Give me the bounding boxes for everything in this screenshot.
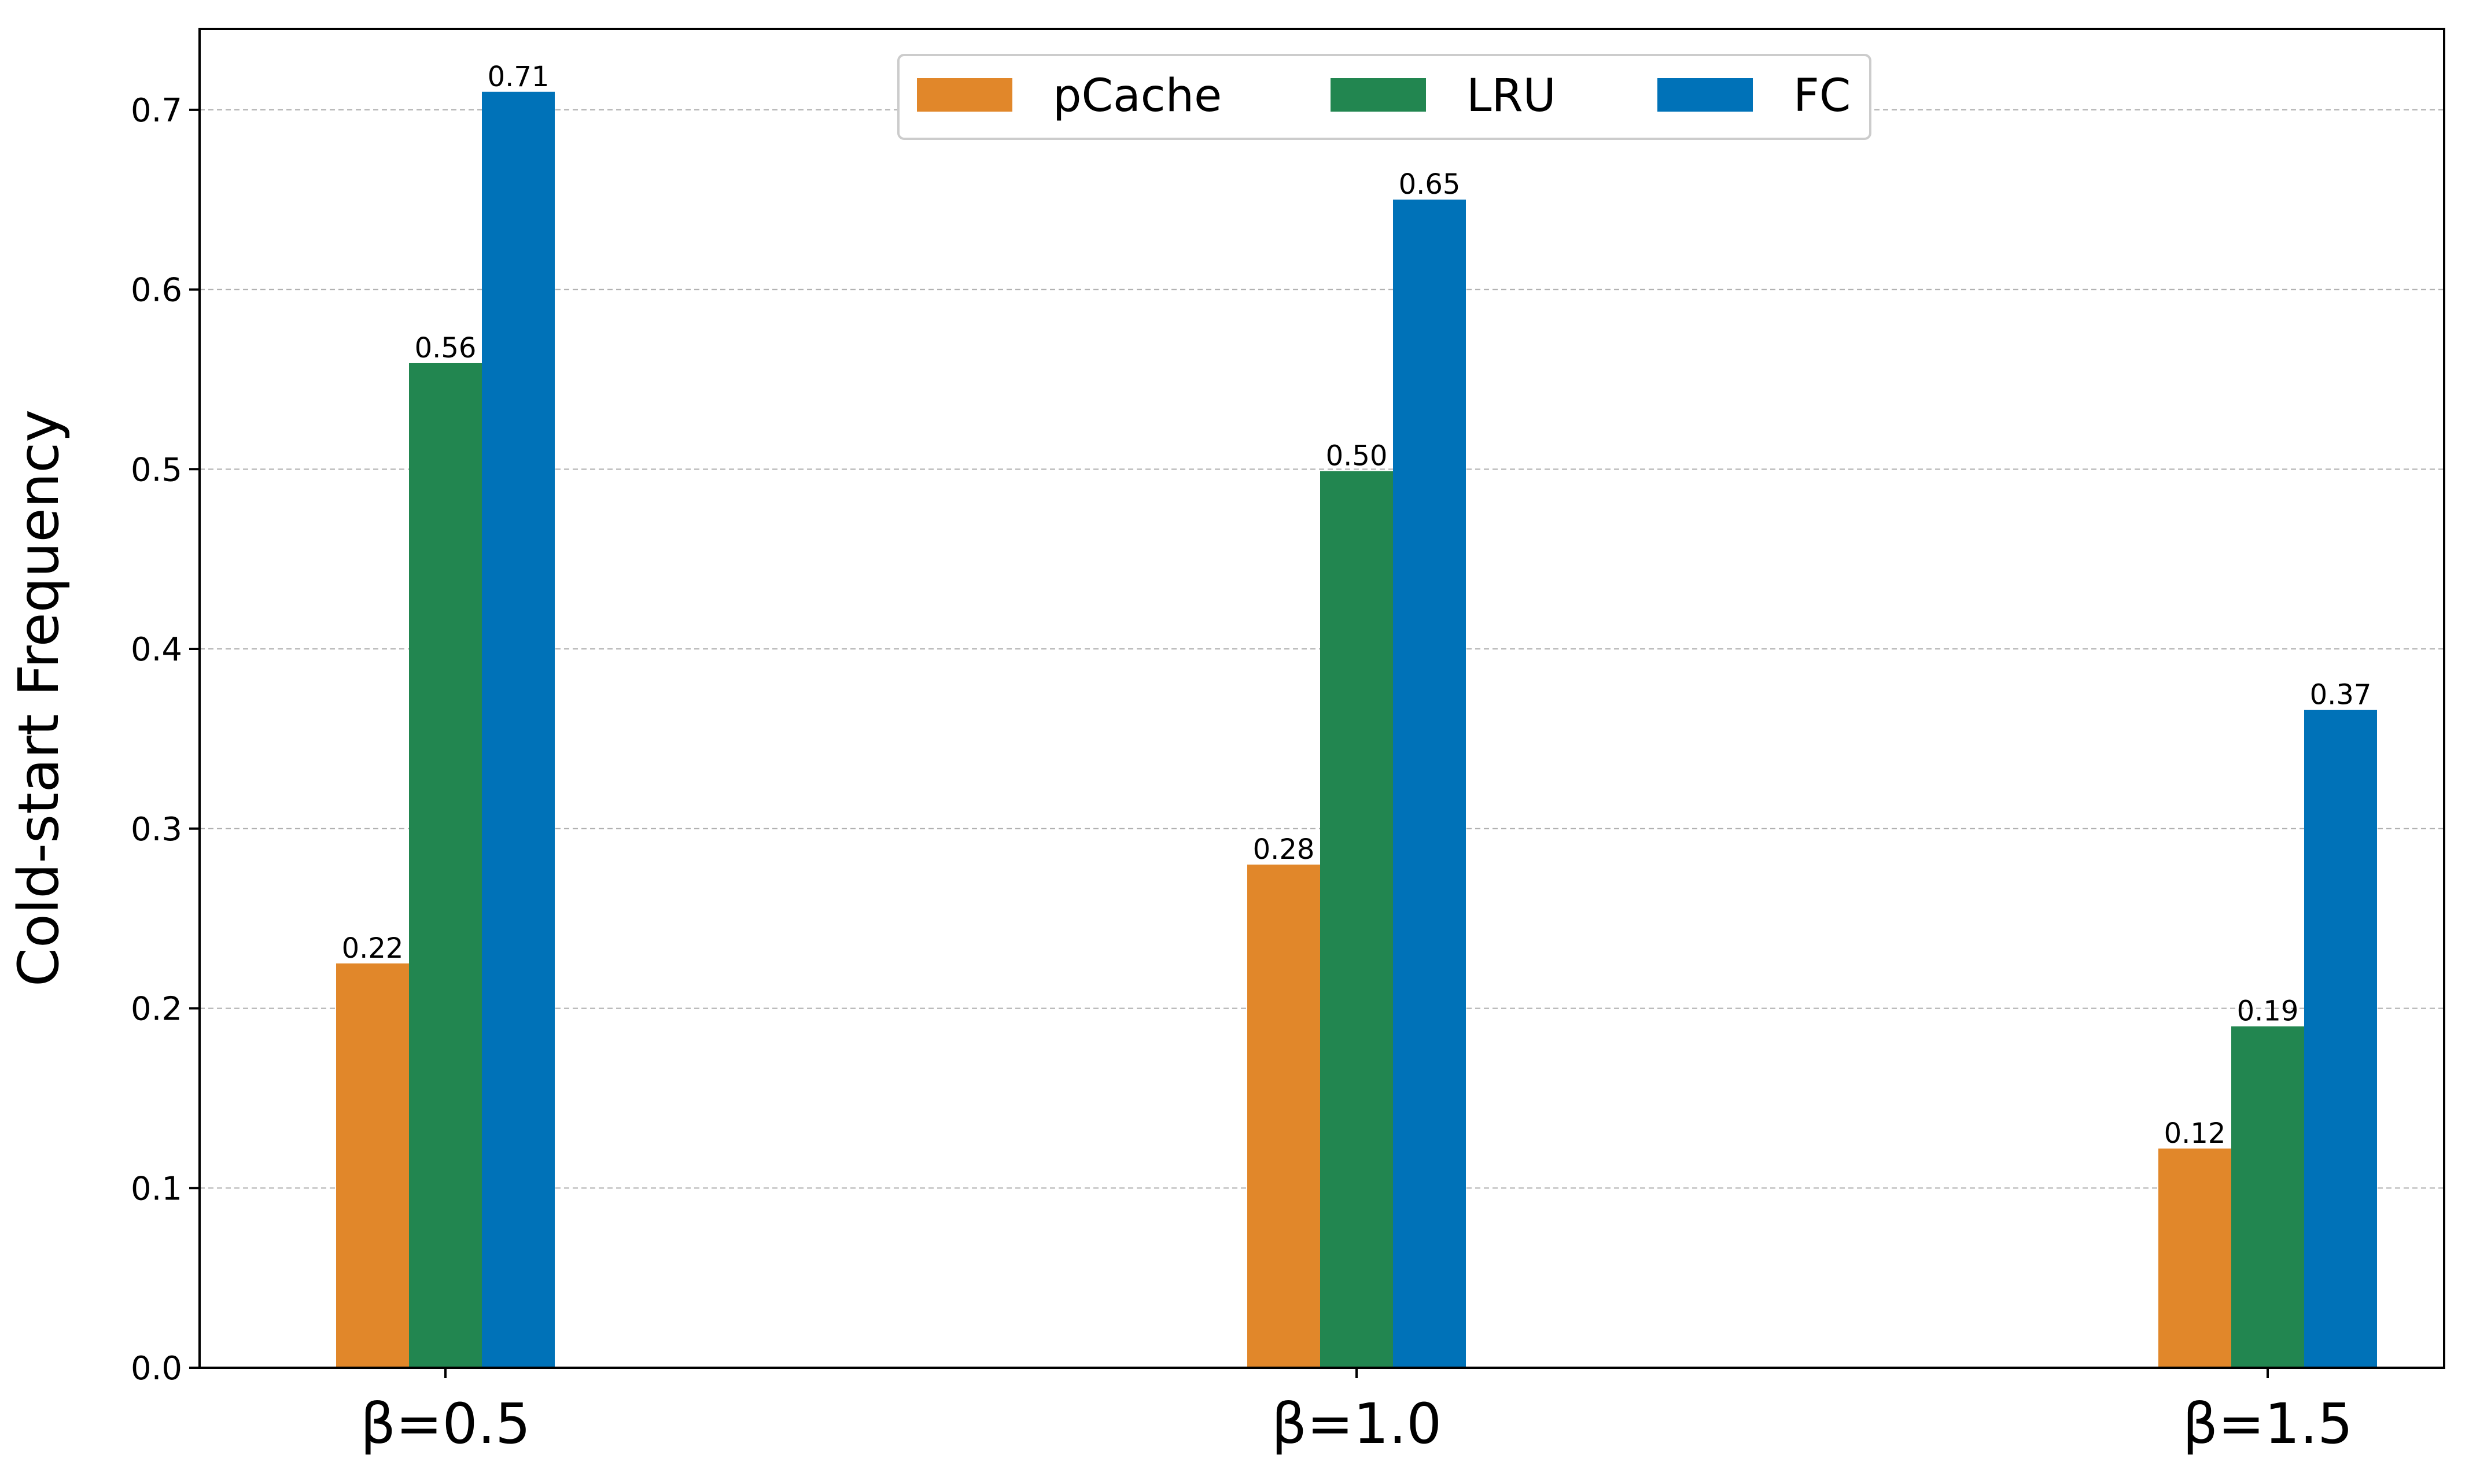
data-label-pcache-0: 0.22 — [342, 932, 404, 965]
data-label-pcache-2: 0.12 — [2164, 1117, 2226, 1150]
legend-label-pcache: pCache — [1053, 70, 1222, 122]
y-tick-label-1: 0.1 — [131, 1170, 182, 1208]
legend-swatch-fc — [1657, 78, 1753, 112]
legend-swatch-pcache — [917, 78, 1012, 112]
bar-fc-2 — [2304, 710, 2377, 1368]
data-label-fc-2: 0.37 — [2310, 679, 2372, 711]
data-label-fc-0: 0.71 — [488, 61, 550, 93]
x-tick-label-2: β=1.5 — [2183, 1391, 2353, 1456]
x-tick-label-1: β=1.0 — [1272, 1391, 1442, 1456]
bar-pcache-1 — [1247, 864, 1320, 1368]
bars — [336, 91, 2377, 1368]
y-tick-label-5: 0.5 — [131, 451, 182, 489]
bar-pcache-0 — [336, 963, 409, 1368]
y-tick-label-3: 0.3 — [131, 811, 182, 848]
y-tick-label-4: 0.4 — [131, 631, 182, 669]
data-label-fc-1: 0.65 — [1399, 168, 1461, 201]
legend-label-fc: FC — [1793, 70, 1851, 122]
y-axis-title: Cold-start Frequency — [6, 409, 71, 987]
y-axis: 0.0 0.1 0.2 0.3 0.4 0.5 0.6 0.7 — [131, 92, 200, 1387]
y-tick-label-0: 0.0 — [131, 1350, 182, 1387]
legend-label-lru: LRU — [1466, 70, 1556, 122]
legend-swatch-lru — [1331, 78, 1426, 112]
legend: pCache LRU FC — [897, 54, 1871, 140]
bar-lru-2 — [2231, 1026, 2304, 1368]
plot-frame — [198, 28, 2445, 1369]
y-tick-label-2: 0.2 — [131, 991, 182, 1028]
bar-lru-0 — [409, 363, 482, 1368]
x-axis: β=0.5 β=1.0 β=1.5 — [360, 1368, 2353, 1456]
data-label-pcache-1: 0.28 — [1253, 833, 1315, 866]
bar-pcache-2 — [2158, 1148, 2231, 1368]
data-label-lru-1: 0.50 — [1326, 440, 1388, 472]
y-tick-label-7: 0.7 — [131, 92, 182, 130]
y-tick-label-6: 0.6 — [131, 272, 182, 309]
data-labels: 0.22 0.28 0.12 0.56 0.50 0.19 0.71 0.65 0.37 — [342, 61, 2372, 1150]
data-label-lru-0: 0.56 — [415, 332, 477, 364]
x-tick-label-0: β=0.5 — [360, 1391, 530, 1456]
bar-fc-1 — [1393, 200, 1466, 1368]
bar-fc-0 — [482, 91, 555, 1368]
bar-lru-1 — [1320, 471, 1393, 1368]
data-label-lru-2: 0.19 — [2237, 995, 2299, 1028]
